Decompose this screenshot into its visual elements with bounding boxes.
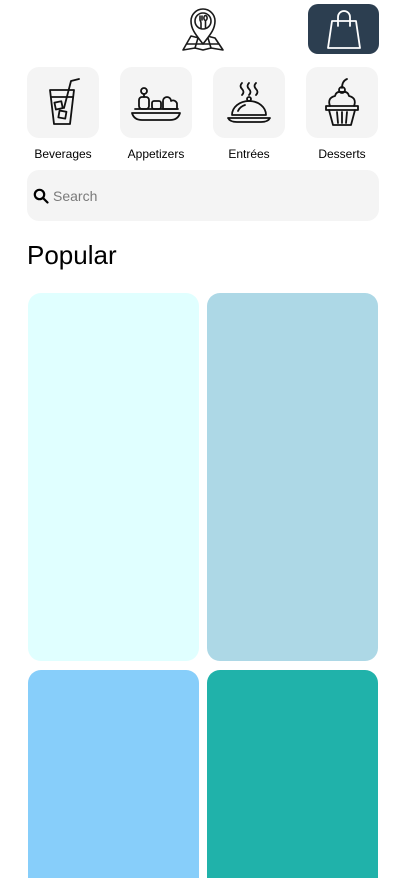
section-title-popular: Popular <box>27 240 117 270</box>
search-bar[interactable] <box>27 170 379 221</box>
category-tile <box>27 67 99 138</box>
category-entrees[interactable]: Entrées <box>213 67 285 163</box>
restaurant-map-pin-icon <box>179 4 227 54</box>
category-tile <box>306 67 378 138</box>
category-beverages[interactable]: Beverages <box>27 67 99 163</box>
popular-card[interactable] <box>207 293 378 661</box>
category-desserts[interactable]: Desserts <box>306 67 378 163</box>
category-label: Entrées <box>228 147 270 161</box>
appetizer-platter-icon <box>131 86 181 121</box>
category-label: Desserts <box>318 147 366 161</box>
popular-card[interactable] <box>28 293 199 661</box>
drink-icon <box>49 77 80 125</box>
popular-card[interactable] <box>28 670 199 878</box>
cloche-dish-icon <box>227 81 271 123</box>
cupcake-icon <box>325 77 359 126</box>
category-tile <box>120 67 192 138</box>
cart-button[interactable] <box>308 4 379 54</box>
search-input[interactable] <box>53 187 353 204</box>
popular-card[interactable] <box>207 670 378 878</box>
category-label: Appetizers <box>127 147 185 161</box>
shopping-bag-icon <box>326 10 361 49</box>
category-label: Beverages <box>34 147 92 161</box>
category-list: Beverages Appetizers <box>27 67 379 163</box>
category-tile <box>213 67 285 138</box>
search-icon <box>33 188 49 204</box>
category-appetizers[interactable]: Appetizers <box>120 67 192 163</box>
